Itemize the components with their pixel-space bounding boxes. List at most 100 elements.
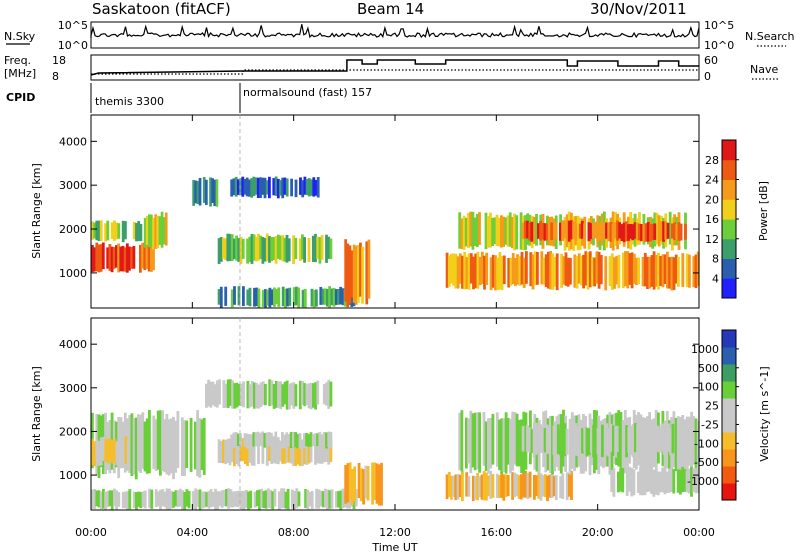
velHeat-cell-0 — [137, 414, 140, 472]
velocity-colorbar-tick-label-1: 500 — [698, 362, 719, 375]
powerHeat-cell-1 — [93, 222, 96, 239]
powerHeat-cell-4 — [217, 238, 221, 264]
powerHeat-cell-8 — [467, 253, 471, 290]
velHeat-cell-5 — [128, 489, 132, 510]
powerHeat-cell-9 — [473, 217, 477, 246]
velHeat-cell-5 — [148, 488, 151, 508]
power-colorbar-swatch-7 — [722, 140, 736, 161]
powerHeat-cell-9 — [668, 211, 672, 245]
power-colorbar-tick-label-1: 24 — [705, 174, 719, 187]
velHeat-cell-8 — [690, 411, 693, 471]
velHeat-cell-8 — [517, 419, 521, 467]
velHeat-cell-0 — [130, 413, 134, 476]
velHeat-cell-1 — [117, 437, 121, 465]
powerHeat-cell-10 — [521, 222, 525, 240]
powerHeat-cell-0 — [108, 244, 112, 271]
powerHeat-cell-8 — [670, 256, 674, 291]
velHeat-cell-3 — [318, 431, 322, 447]
velHeat-cell-9 — [664, 428, 668, 454]
powerHeat-cell-8 — [654, 254, 658, 287]
powerHeat-cell-5 — [312, 177, 316, 197]
velHeat-cell-5 — [113, 488, 116, 507]
powerHeat-cell-8 — [632, 253, 636, 284]
power-colorbar-tick-label-2: 20 — [705, 193, 719, 206]
powerHeat-cell-6 — [288, 287, 292, 306]
velocity-colorbar-swatch-9 — [722, 330, 736, 348]
powerHeat-cell-6 — [337, 289, 340, 305]
velHeat-cell-0 — [128, 415, 132, 473]
powerHeat-cell-7 — [346, 243, 350, 308]
velHeat-cell-5 — [291, 489, 294, 509]
velocity-colorbar-swatch-3 — [722, 432, 736, 450]
velHeat-cell-6 — [375, 463, 379, 504]
noise-right-tick-top: 10^5 — [704, 19, 734, 32]
velHeat-cell-9 — [596, 428, 600, 455]
powerHeat-cell-8 — [491, 254, 495, 288]
velHeat-cell-9 — [548, 426, 551, 454]
powerHeat-cell-9 — [500, 215, 503, 248]
powerHeat-cell-10 — [561, 220, 564, 241]
velHeat-cell-7 — [528, 471, 532, 498]
velHeat-cell-4 — [242, 381, 245, 408]
velHeat-cell-0 — [167, 419, 171, 476]
velHeat-cell-3 — [234, 432, 238, 448]
powerHeat-cell-5 — [310, 179, 313, 196]
velHeat-cell-2 — [316, 440, 320, 464]
velHeat-cell-7 — [541, 475, 545, 497]
powerHeat-cell-10 — [679, 223, 683, 241]
velHeat-cell-9 — [605, 423, 609, 456]
velHeat-cell-5 — [324, 488, 327, 508]
velHeat-cell-2 — [314, 436, 317, 465]
velHeat-cell-10 — [661, 467, 665, 493]
powerHeat-cell-10 — [644, 223, 648, 242]
powerHeat-cell-10 — [624, 221, 628, 242]
velocity-colorbar-tick-label-0: 1000 — [691, 343, 719, 356]
velHeat-cell-2 — [268, 439, 271, 461]
velHeat-cell-4 — [253, 382, 256, 409]
powerHeat-cell-8 — [469, 253, 473, 284]
powerHeat-cell-4 — [235, 235, 238, 261]
velHeat-cell-3 — [270, 432, 273, 447]
velHeat-cell-8 — [487, 418, 490, 474]
powerHeat-cell-4 — [233, 238, 236, 260]
powerHeat-cell-8 — [547, 251, 550, 289]
velHeat-cell-9 — [625, 425, 628, 458]
velHeat-cell-5 — [319, 490, 323, 507]
velHeat-cell-4 — [257, 384, 261, 409]
velHeat-cell-10 — [681, 466, 685, 492]
powerHeat-cell-8 — [637, 257, 641, 285]
powerHeat-cell-3 — [213, 179, 217, 207]
velHeat-cell-5 — [255, 490, 259, 507]
powerHeat-cell-9 — [508, 212, 512, 247]
powerHeat-cell-8 — [692, 256, 696, 288]
powerHeat-cell-3 — [196, 180, 200, 204]
powerHeat-cell-8 — [522, 257, 526, 288]
velHeat-cell-2 — [219, 440, 223, 464]
powerHeat-cell-10 — [635, 222, 639, 241]
velHeat-cell-10 — [652, 469, 656, 497]
powerHeat-cell-6 — [323, 288, 327, 305]
velHeat-cell-10 — [639, 467, 642, 496]
powerHeat-cell-10 — [616, 220, 619, 241]
velHeat-cell-5 — [176, 490, 180, 508]
velHeat-cell-9 — [585, 427, 589, 457]
velHeat-cell-5 — [121, 492, 125, 509]
powerHeat-cell-10 — [594, 221, 597, 239]
powerHeat-cell-6 — [219, 286, 223, 308]
powerHeat-cell-4 — [311, 235, 315, 262]
power-colorbar-swatch-6 — [722, 159, 736, 180]
powerHeat-cell-9 — [576, 215, 580, 251]
powerHeat-cell-0 — [99, 244, 103, 272]
powerHeat-cell-6 — [330, 288, 334, 306]
velHeat-cell-3 — [236, 433, 240, 446]
velHeat-cell-5 — [227, 488, 231, 509]
powerHeat-cell-6 — [233, 286, 236, 305]
velHeat-cell-4 — [327, 379, 331, 409]
velHeat-cell-5 — [218, 491, 222, 507]
velHeat-cell-3 — [311, 434, 315, 447]
velHeat-cell-3 — [261, 431, 264, 447]
velHeat-cell-5 — [205, 492, 209, 507]
velHeat-cell-5 — [97, 490, 101, 508]
powerHeat-cell-6 — [286, 288, 289, 307]
powerHeat-cell-10 — [543, 223, 547, 241]
